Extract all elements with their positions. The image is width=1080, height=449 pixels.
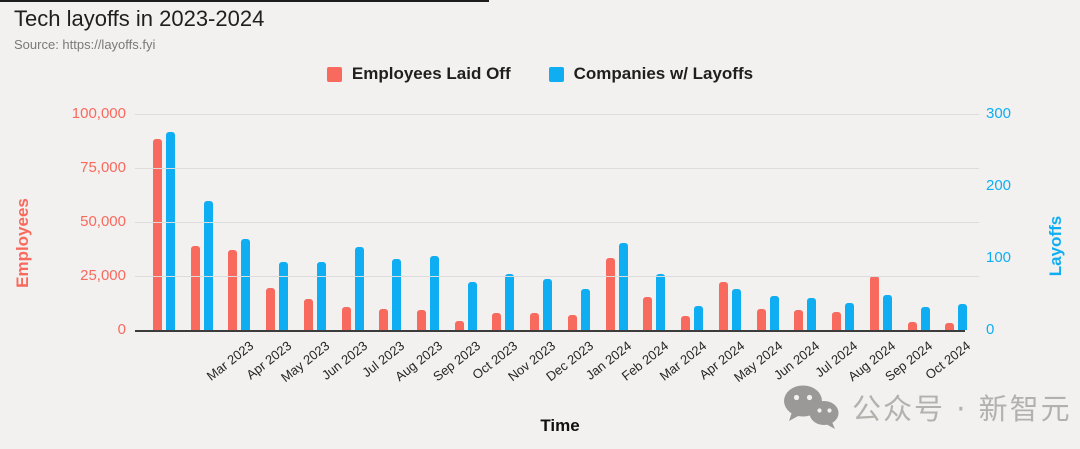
legend-item-companies[interactable]: Companies w/ Layoffs [548,64,754,84]
companies-swatch-icon [548,66,564,82]
bar-group-jan-2024 [598,114,636,330]
employees-bar [152,138,162,330]
employees-bar [379,309,389,330]
legend-item-employees[interactable]: Employees Laid Off [326,64,511,84]
employees-bar [417,309,426,330]
companies-bar [882,294,892,330]
gridline [135,276,979,277]
plot-area [135,114,979,332]
companies-bar [165,132,175,330]
y-axis-title-right: Layoffs [1046,215,1065,277]
employees-swatch-icon [326,66,342,82]
bar-group-jun-2023 [334,114,372,330]
companies-bar [543,278,553,330]
bar-group-jul-2023 [371,114,409,330]
companies-bar [203,201,213,330]
companies-bar [807,298,817,330]
bar-group-oct-2023 [485,114,523,330]
employees-bar [605,258,615,330]
employees-bar [945,322,955,330]
legend-label: Employees Laid Off [351,64,511,83]
employees-bar [681,315,691,330]
crop-border-line [0,0,489,2]
companies-bar [316,261,326,330]
employees-bar [266,288,276,330]
companies-bar [392,259,402,330]
employees-bar [869,276,879,330]
companies-bar [467,282,477,330]
chart-title: Tech layoffs in 2023-2024 [14,6,265,31]
bar-group-mar-2023 [220,114,258,330]
bar-group-nov-2023 [522,114,560,330]
employees-bar [643,297,653,330]
bar-group-jul-2024 [824,114,862,330]
companies-bar [354,247,364,330]
companies-bar [580,288,590,330]
watermark-text: 公众号 · 新智元 [852,392,1072,426]
companies-bar [505,273,515,330]
companies-bar [694,305,704,330]
companies-bar [920,306,930,330]
gridline [135,168,979,169]
employees-bar [756,309,766,330]
companies-bar [656,273,666,330]
source-text: Source: https://layoffs.fyi [14,37,156,52]
y-left-tick-label: 25,000 [80,267,126,284]
employees-bar [341,306,351,330]
x-axis-title: Time [540,416,580,435]
wechat-icon [784,385,839,429]
employees-bar [492,313,502,330]
bars-row [145,114,975,330]
bar-group-jan-2023 [145,114,183,330]
employees-bar [303,299,313,330]
employees-bar [567,314,577,330]
employees-bar [530,312,540,330]
y-left-tick-label: 50,000 [80,213,126,230]
companies-bar [241,239,251,330]
bar-group-jun-2024 [786,114,824,330]
legend-label: Companies w/ Layoffs [573,64,754,83]
y-right-tick-label: 200 [986,177,1012,194]
companies-bar [430,255,439,330]
y-right-tick-label: 300 [986,105,1012,122]
y-right-tick-label: 100 [986,249,1012,266]
y-left-tick-label: 0 [117,321,126,338]
bar-group-sep-2023 [447,114,485,330]
y-left-tick-label: 100,000 [71,105,126,122]
bar-group-sep-2024 [900,114,938,330]
companies-bar [769,296,779,330]
legend: Employees Laid Off Companies w/ Layoffs [0,64,1080,84]
bar-group-dec-2023 [560,114,598,330]
companies-bar [731,288,741,330]
bar-group-aug-2023 [409,114,447,330]
employees-bar [190,245,200,330]
gridline [135,222,979,223]
bar-group-feb-2023 [183,114,221,330]
companies-bar [845,303,855,330]
employees-bar [907,321,917,330]
y-left-tick-label: 75,000 [80,159,126,176]
companies-bar [958,304,968,330]
bar-group-oct-2024 [937,114,975,330]
gridline [135,114,979,115]
employees-bar [228,250,238,330]
bar-group-aug-2024 [862,114,900,330]
companies-bar [618,242,628,330]
bar-group-may-2024 [749,114,787,330]
bar-group-apr-2024 [711,114,749,330]
y-right-tick-label: 0 [986,321,995,338]
employees-bar [718,282,728,330]
bar-group-may-2023 [296,114,334,330]
bar-group-feb-2024 [636,114,674,330]
employees-bar [832,312,842,330]
bar-group-mar-2024 [673,114,711,330]
employees-bar [454,320,464,330]
bar-group-apr-2023 [258,114,296,330]
employees-bar [794,309,804,330]
watermark: 公众号 · 新智元 [782,384,1072,430]
companies-bar [279,261,289,330]
